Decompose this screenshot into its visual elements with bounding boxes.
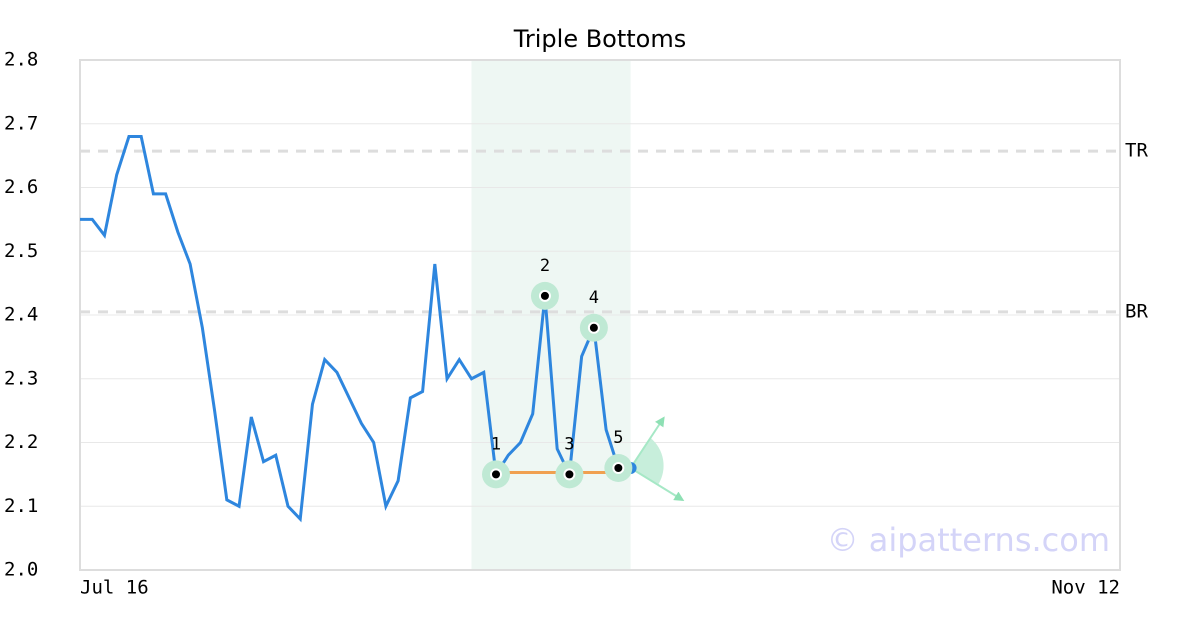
projection-arrow <box>629 416 665 469</box>
level-label: TR <box>1125 140 1148 162</box>
watermark: © aipatterns.com <box>827 521 1110 559</box>
pattern-point <box>490 468 502 481</box>
y-tick-label: 2.1 <box>4 495 38 517</box>
chart-title: Triple Bottoms <box>513 25 687 53</box>
level-label: BR <box>1125 300 1148 322</box>
pattern-point <box>612 462 625 474</box>
y-tick-label: 2.8 <box>4 49 38 71</box>
y-tick-label: 2.4 <box>4 304 38 326</box>
pattern-point <box>538 289 551 302</box>
pattern-label: 4 <box>589 288 599 308</box>
price-line <box>80 135 631 523</box>
pattern-point <box>563 468 576 481</box>
y-tick-label: 2.7 <box>4 112 38 134</box>
y-tick-label: 2.3 <box>4 367 38 389</box>
pattern-label: 2 <box>540 256 550 276</box>
projection-arrow <box>630 467 685 502</box>
y-tick-label: 2.2 <box>4 431 38 453</box>
pattern-label: 1 <box>491 434 501 454</box>
pattern-label: 3 <box>564 434 574 454</box>
x-tick-label: Jul 16 <box>80 577 149 599</box>
y-tick-label: 2.6 <box>4 176 38 198</box>
y-tick-label: 2.5 <box>4 240 38 262</box>
pattern-point <box>587 321 600 334</box>
y-tick-label: 2.0 <box>4 559 38 581</box>
plot-frame <box>79 59 1121 571</box>
x-tick-label: Nov 12 <box>1051 577 1120 599</box>
pattern-label: 5 <box>613 428 623 448</box>
